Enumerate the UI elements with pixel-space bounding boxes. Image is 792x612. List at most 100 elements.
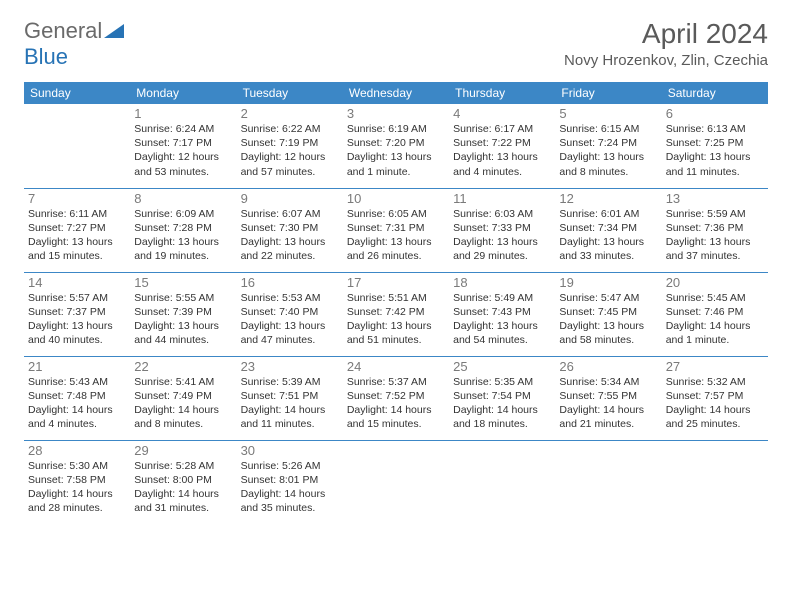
day-number: 14 xyxy=(28,275,126,290)
day-info: Sunrise: 5:43 AMSunset: 7:48 PMDaylight:… xyxy=(28,375,126,432)
day-info: Sunrise: 6:03 AMSunset: 7:33 PMDaylight:… xyxy=(453,207,551,264)
calendar-cell: 13Sunrise: 5:59 AMSunset: 7:36 PMDayligh… xyxy=(662,188,768,272)
calendar-cell xyxy=(343,440,449,524)
day-info: Sunrise: 6:24 AMSunset: 7:17 PMDaylight:… xyxy=(134,122,232,179)
day-info: Sunrise: 5:35 AMSunset: 7:54 PMDaylight:… xyxy=(453,375,551,432)
location-text: Novy Hrozenkov, Zlin, Czechia xyxy=(564,52,768,69)
day-info: Sunrise: 6:07 AMSunset: 7:30 PMDaylight:… xyxy=(241,207,339,264)
calendar-cell: 26Sunrise: 5:34 AMSunset: 7:55 PMDayligh… xyxy=(555,356,661,440)
calendar-cell: 21Sunrise: 5:43 AMSunset: 7:48 PMDayligh… xyxy=(24,356,130,440)
title-block: April 2024 Novy Hrozenkov, Zlin, Czechia xyxy=(564,18,768,69)
calendar-cell: 16Sunrise: 5:53 AMSunset: 7:40 PMDayligh… xyxy=(237,272,343,356)
day-number: 24 xyxy=(347,359,445,374)
day-number: 9 xyxy=(241,191,339,206)
calendar-cell: 5Sunrise: 6:15 AMSunset: 7:24 PMDaylight… xyxy=(555,104,661,188)
day-number: 22 xyxy=(134,359,232,374)
day-number: 26 xyxy=(559,359,657,374)
day-info: Sunrise: 6:15 AMSunset: 7:24 PMDaylight:… xyxy=(559,122,657,179)
day-number: 7 xyxy=(28,191,126,206)
day-info: Sunrise: 5:34 AMSunset: 7:55 PMDaylight:… xyxy=(559,375,657,432)
logo: General Blue xyxy=(24,18,124,70)
day-number: 3 xyxy=(347,106,445,121)
day-number: 12 xyxy=(559,191,657,206)
logo-text: General Blue xyxy=(24,18,124,70)
day-info: Sunrise: 5:26 AMSunset: 8:01 PMDaylight:… xyxy=(241,459,339,516)
calendar-cell: 12Sunrise: 6:01 AMSunset: 7:34 PMDayligh… xyxy=(555,188,661,272)
day-number: 23 xyxy=(241,359,339,374)
weekday-header: Monday xyxy=(130,82,236,104)
page-title: April 2024 xyxy=(564,18,768,50)
day-number: 20 xyxy=(666,275,764,290)
calendar-cell: 20Sunrise: 5:45 AMSunset: 7:46 PMDayligh… xyxy=(662,272,768,356)
calendar-cell: 9Sunrise: 6:07 AMSunset: 7:30 PMDaylight… xyxy=(237,188,343,272)
day-info: Sunrise: 6:11 AMSunset: 7:27 PMDaylight:… xyxy=(28,207,126,264)
day-number: 15 xyxy=(134,275,232,290)
day-info: Sunrise: 6:19 AMSunset: 7:20 PMDaylight:… xyxy=(347,122,445,179)
logo-text-general: General xyxy=(24,18,102,43)
calendar-cell: 22Sunrise: 5:41 AMSunset: 7:49 PMDayligh… xyxy=(130,356,236,440)
day-info: Sunrise: 5:39 AMSunset: 7:51 PMDaylight:… xyxy=(241,375,339,432)
calendar-body: 1Sunrise: 6:24 AMSunset: 7:17 PMDaylight… xyxy=(24,104,768,524)
calendar-cell: 28Sunrise: 5:30 AMSunset: 7:58 PMDayligh… xyxy=(24,440,130,524)
day-info: Sunrise: 5:41 AMSunset: 7:49 PMDaylight:… xyxy=(134,375,232,432)
calendar-cell: 24Sunrise: 5:37 AMSunset: 7:52 PMDayligh… xyxy=(343,356,449,440)
day-info: Sunrise: 6:17 AMSunset: 7:22 PMDaylight:… xyxy=(453,122,551,179)
day-number: 30 xyxy=(241,443,339,458)
calendar-head: SundayMondayTuesdayWednesdayThursdayFrid… xyxy=(24,82,768,104)
day-number: 11 xyxy=(453,191,551,206)
calendar-cell: 7Sunrise: 6:11 AMSunset: 7:27 PMDaylight… xyxy=(24,188,130,272)
calendar-row: 7Sunrise: 6:11 AMSunset: 7:27 PMDaylight… xyxy=(24,188,768,272)
calendar-cell: 30Sunrise: 5:26 AMSunset: 8:01 PMDayligh… xyxy=(237,440,343,524)
day-number: 19 xyxy=(559,275,657,290)
weekday-row: SundayMondayTuesdayWednesdayThursdayFrid… xyxy=(24,82,768,104)
day-info: Sunrise: 5:32 AMSunset: 7:57 PMDaylight:… xyxy=(666,375,764,432)
weekday-header: Sunday xyxy=(24,82,130,104)
calendar-cell: 15Sunrise: 5:55 AMSunset: 7:39 PMDayligh… xyxy=(130,272,236,356)
calendar-cell: 29Sunrise: 5:28 AMSunset: 8:00 PMDayligh… xyxy=(130,440,236,524)
day-info: Sunrise: 5:57 AMSunset: 7:37 PMDaylight:… xyxy=(28,291,126,348)
logo-text-blue: Blue xyxy=(24,44,68,69)
day-info: Sunrise: 6:09 AMSunset: 7:28 PMDaylight:… xyxy=(134,207,232,264)
calendar-cell: 1Sunrise: 6:24 AMSunset: 7:17 PMDaylight… xyxy=(130,104,236,188)
day-number: 29 xyxy=(134,443,232,458)
calendar-cell: 14Sunrise: 5:57 AMSunset: 7:37 PMDayligh… xyxy=(24,272,130,356)
calendar-cell: 25Sunrise: 5:35 AMSunset: 7:54 PMDayligh… xyxy=(449,356,555,440)
day-info: Sunrise: 5:30 AMSunset: 7:58 PMDaylight:… xyxy=(28,459,126,516)
calendar-cell xyxy=(555,440,661,524)
day-number: 13 xyxy=(666,191,764,206)
calendar-cell: 19Sunrise: 5:47 AMSunset: 7:45 PMDayligh… xyxy=(555,272,661,356)
calendar-row: 21Sunrise: 5:43 AMSunset: 7:48 PMDayligh… xyxy=(24,356,768,440)
day-info: Sunrise: 5:49 AMSunset: 7:43 PMDaylight:… xyxy=(453,291,551,348)
day-number: 25 xyxy=(453,359,551,374)
day-number: 17 xyxy=(347,275,445,290)
calendar-cell: 4Sunrise: 6:17 AMSunset: 7:22 PMDaylight… xyxy=(449,104,555,188)
day-info: Sunrise: 5:53 AMSunset: 7:40 PMDaylight:… xyxy=(241,291,339,348)
day-info: Sunrise: 5:55 AMSunset: 7:39 PMDaylight:… xyxy=(134,291,232,348)
day-info: Sunrise: 5:28 AMSunset: 8:00 PMDaylight:… xyxy=(134,459,232,516)
day-number: 16 xyxy=(241,275,339,290)
calendar-cell xyxy=(662,440,768,524)
day-number: 8 xyxy=(134,191,232,206)
calendar-cell: 10Sunrise: 6:05 AMSunset: 7:31 PMDayligh… xyxy=(343,188,449,272)
calendar-row: 14Sunrise: 5:57 AMSunset: 7:37 PMDayligh… xyxy=(24,272,768,356)
weekday-header: Friday xyxy=(555,82,661,104)
day-info: Sunrise: 6:22 AMSunset: 7:19 PMDaylight:… xyxy=(241,122,339,179)
weekday-header: Wednesday xyxy=(343,82,449,104)
day-number: 28 xyxy=(28,443,126,458)
day-info: Sunrise: 5:59 AMSunset: 7:36 PMDaylight:… xyxy=(666,207,764,264)
day-info: Sunrise: 6:13 AMSunset: 7:25 PMDaylight:… xyxy=(666,122,764,179)
day-info: Sunrise: 5:51 AMSunset: 7:42 PMDaylight:… xyxy=(347,291,445,348)
day-number: 21 xyxy=(28,359,126,374)
calendar-cell: 11Sunrise: 6:03 AMSunset: 7:33 PMDayligh… xyxy=(449,188,555,272)
day-number: 2 xyxy=(241,106,339,121)
day-info: Sunrise: 5:47 AMSunset: 7:45 PMDaylight:… xyxy=(559,291,657,348)
day-number: 1 xyxy=(134,106,232,121)
calendar-cell: 18Sunrise: 5:49 AMSunset: 7:43 PMDayligh… xyxy=(449,272,555,356)
calendar-row: 28Sunrise: 5:30 AMSunset: 7:58 PMDayligh… xyxy=(24,440,768,524)
day-info: Sunrise: 5:45 AMSunset: 7:46 PMDaylight:… xyxy=(666,291,764,348)
header: General Blue April 2024 Novy Hrozenkov, … xyxy=(24,18,768,70)
day-info: Sunrise: 6:01 AMSunset: 7:34 PMDaylight:… xyxy=(559,207,657,264)
day-number: 5 xyxy=(559,106,657,121)
weekday-header: Saturday xyxy=(662,82,768,104)
calendar-cell xyxy=(24,104,130,188)
